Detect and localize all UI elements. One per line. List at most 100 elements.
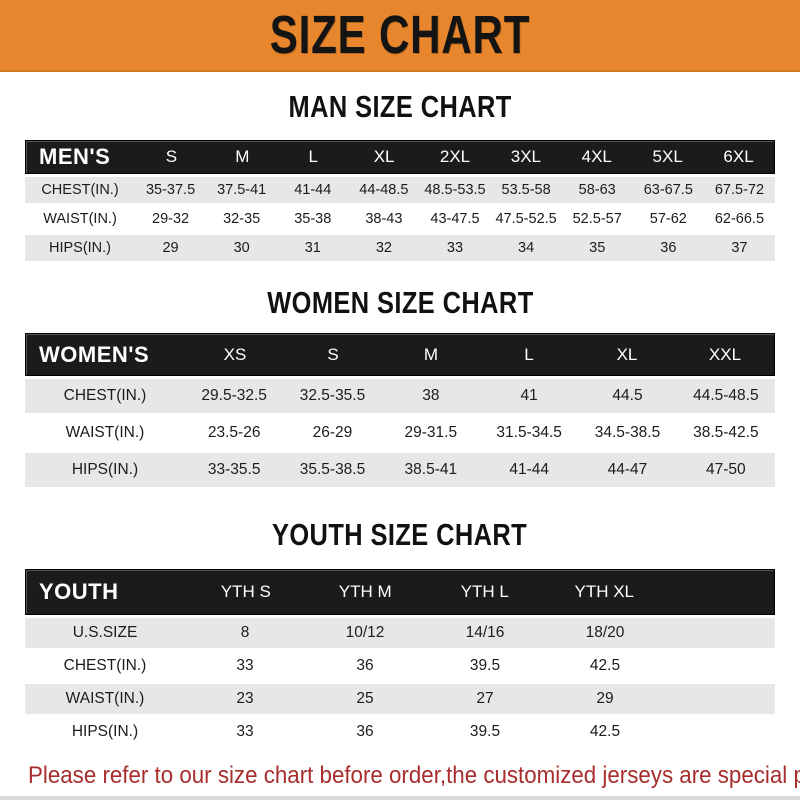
table-cell: 39.5	[469, 657, 501, 674]
table-cell: 31.5-34.5	[496, 424, 562, 441]
table-cell: 35.5-38.5	[299, 461, 366, 478]
column-header: YTH L	[460, 582, 509, 601]
banner: SIZE CHART	[0, 0, 800, 72]
column-header: XL	[616, 344, 638, 364]
table-cell: 29-31.5	[404, 424, 458, 441]
table-cell: 36	[660, 240, 677, 256]
table-cell: 44-48.5	[359, 182, 409, 198]
table-cell: 26-29	[312, 424, 353, 441]
row-label: WAIST(IN.)	[65, 690, 145, 707]
table-cell: 34.5-38.5	[594, 424, 661, 441]
bottom-edge-divider	[0, 796, 800, 800]
table-header-label: WOMEN'S	[39, 341, 150, 367]
table-cell: 43-47.5	[430, 211, 480, 227]
table-cell: 42.5	[589, 657, 621, 674]
table-cell: 38	[422, 387, 440, 404]
column-header: S	[327, 344, 339, 364]
table-cell: 52.5-57	[572, 211, 622, 227]
table-cell: 35	[589, 240, 606, 256]
table-cell: 33	[446, 240, 464, 256]
table-cell: 38.5-42.5	[693, 424, 759, 441]
table-cell: 41	[520, 387, 538, 404]
table-cell: 32.5-35.5	[299, 387, 366, 404]
table-row: CHEST(IN.) 35-37.5 37.5-41 41-44 44-48.5 48.5…	[25, 177, 775, 203]
page-title: SIZE CHART	[269, 5, 531, 65]
table-cell: 58-63	[578, 182, 616, 198]
row-label: HIPS(IN.)	[71, 461, 139, 478]
table-cell: 37.5-41	[217, 182, 267, 198]
column-header: 4XL	[581, 147, 612, 166]
column-header: L	[524, 344, 534, 364]
table-row: CHEST(IN.) 33 36 39.5 42.5	[25, 651, 775, 681]
man-chart-title: MAN SIZE CHART	[288, 89, 512, 124]
table-cell: 39.5	[469, 723, 501, 740]
table-row: U.S.SIZE 8 10/12 14/16 18/20	[25, 618, 775, 648]
column-header: 5XL	[652, 147, 683, 166]
column-header: M	[423, 344, 439, 364]
table-cell: 18/20	[585, 624, 625, 641]
women-size-table: WOMEN'S XS S M L XL XXL CHEST(IN.) 29.5-32.5 32.5…	[25, 333, 775, 487]
table-cell: 29.5-32.5	[201, 387, 267, 404]
footer-line-1: Please refer to our size chart before or…	[28, 762, 800, 789]
table-header-label: MEN'S	[39, 144, 111, 169]
table-cell: 63-67.5	[643, 182, 693, 198]
table-cell: 36	[356, 723, 374, 740]
row-label: HIPS(IN.)	[48, 240, 112, 256]
table-cell: 44-47	[607, 461, 648, 478]
row-label: CHEST(IN.)	[63, 387, 147, 404]
table-cell: 32-35	[223, 211, 261, 227]
table-cell: 41-44	[294, 182, 332, 198]
table-cell: 29	[596, 690, 614, 707]
table-row: HIPS(IN.) 29 30 31 32 33 34 35 36 37	[25, 235, 775, 261]
women-chart-title: WOMEN SIZE CHART	[266, 285, 534, 320]
table-cell: 32	[375, 240, 392, 256]
table-cell: 36	[356, 657, 374, 674]
row-label: WAIST(IN.)	[65, 424, 145, 441]
column-header: M	[235, 147, 250, 166]
table-cell: 47-50	[706, 461, 746, 478]
table-cell: 42.5	[589, 723, 621, 740]
table-row: HIPS(IN.) 33 36 39.5 42.5	[25, 717, 775, 747]
column-header: YTH M	[338, 582, 392, 601]
column-header: YTH S	[220, 582, 271, 601]
column-header: XL	[373, 147, 395, 166]
column-header: 3XL	[510, 147, 541, 166]
table-cell: 53.5-58	[501, 182, 551, 198]
table-cell: 33-35.5	[207, 461, 261, 478]
table-cell: 25	[356, 690, 374, 707]
table-cell: 48.5-53.5	[424, 182, 486, 198]
table-cell: 29	[162, 240, 179, 256]
table-cell: 37	[731, 240, 748, 256]
table-cell: 31	[304, 240, 321, 256]
table-cell: 34	[518, 240, 535, 256]
table-header-row: YOUTH YTH S YTH M YTH L YTH XL	[25, 569, 775, 615]
column-header: S	[165, 147, 178, 166]
column-header: YTH XL	[574, 582, 635, 601]
youth-size-table: YOUTH YTH S YTH M YTH L YTH XL U.S.SIZE 8 10/12…	[25, 569, 775, 747]
table-cell: 38-43	[365, 211, 403, 227]
table-cell: 23	[236, 690, 254, 707]
table-cell: 29-32	[152, 211, 190, 227]
row-label: HIPS(IN.)	[71, 723, 139, 740]
table-cell: 44.5	[612, 387, 643, 404]
table-cell: 23.5-26	[207, 424, 261, 441]
column-header: XS	[223, 344, 247, 364]
table-cell: 8	[240, 624, 250, 641]
table-cell: 38.5-41	[404, 461, 458, 478]
table-row: WAIST(IN.) 23 25 27 29	[25, 684, 775, 714]
table-row: HIPS(IN.) 33-35.5 35.5-38.5 38.5-41 41-44 44-…	[25, 453, 775, 487]
table-cell: 47.5-52.5	[495, 211, 557, 227]
table-header-label: YOUTH	[39, 579, 119, 604]
table-cell: 33	[236, 723, 254, 740]
table-cell: 14/16	[465, 624, 505, 641]
table-header-row: WOMEN'S XS S M L XL XXL	[25, 333, 775, 376]
row-label: WAIST(IN.)	[43, 211, 117, 227]
table-row: WAIST(IN.) 23.5-26 26-29 29-31.5 31.5-34.5 34…	[25, 416, 775, 450]
table-row: CHEST(IN.) 29.5-32.5 32.5-35.5 38 41 44.5 44.5…	[25, 379, 775, 413]
row-label: CHEST(IN.)	[63, 657, 147, 674]
table-header-row: MEN'S S M L XL 2XL 3XL 4XL 5XL 6XL	[25, 140, 775, 174]
table-cell: 30	[233, 240, 250, 256]
table-cell: 10/12	[345, 624, 385, 641]
youth-chart-title: YOUTH SIZE CHART	[272, 517, 528, 552]
